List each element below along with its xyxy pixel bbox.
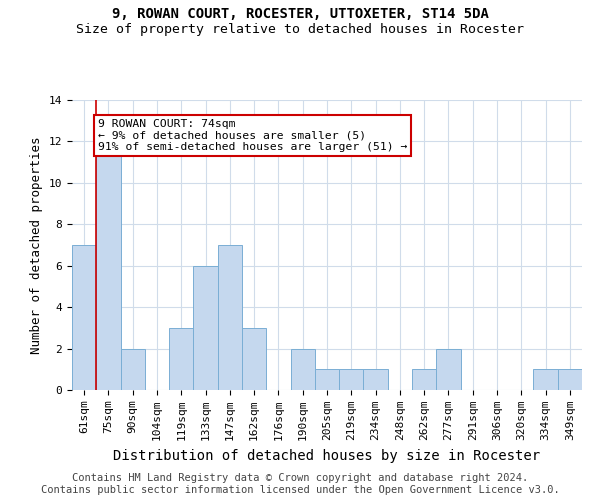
Bar	[436, 348, 461, 390]
Y-axis label: Number of detached properties: Number of detached properties	[30, 136, 43, 354]
Text: 9, ROWAN COURT, ROCESTER, UTTOXETER, ST14 5DA: 9, ROWAN COURT, ROCESTER, UTTOXETER, ST1…	[112, 8, 488, 22]
Bar	[193, 266, 218, 390]
Bar	[412, 370, 436, 390]
Bar	[315, 370, 339, 390]
Bar	[96, 120, 121, 390]
Bar	[290, 348, 315, 390]
X-axis label: Distribution of detached houses by size in Rocester: Distribution of detached houses by size …	[113, 448, 541, 462]
Bar	[364, 370, 388, 390]
Bar	[169, 328, 193, 390]
Text: 9 ROWAN COURT: 74sqm
← 9% of detached houses are smaller (5)
91% of semi-detache: 9 ROWAN COURT: 74sqm ← 9% of detached ho…	[98, 118, 407, 152]
Bar	[558, 370, 582, 390]
Bar	[533, 370, 558, 390]
Text: Contains HM Land Registry data © Crown copyright and database right 2024.
Contai: Contains HM Land Registry data © Crown c…	[41, 474, 559, 495]
Bar	[72, 245, 96, 390]
Text: Size of property relative to detached houses in Rocester: Size of property relative to detached ho…	[76, 22, 524, 36]
Bar	[218, 245, 242, 390]
Bar	[339, 370, 364, 390]
Bar	[121, 348, 145, 390]
Bar	[242, 328, 266, 390]
